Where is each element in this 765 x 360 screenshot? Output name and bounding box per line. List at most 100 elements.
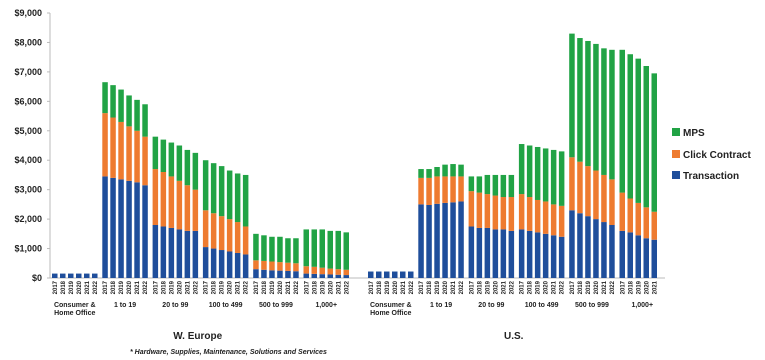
x-tick-label: 2017 xyxy=(419,280,425,294)
x-tick-label: 2022 xyxy=(560,280,566,294)
bar-segment xyxy=(142,136,148,186)
bar-segment xyxy=(134,182,140,278)
x-tick-label: 2017 xyxy=(369,280,375,294)
x-tick-label: 2017 xyxy=(570,280,576,294)
bar-segment xyxy=(635,58,641,203)
x-tick-label: 2019 xyxy=(320,280,326,294)
bar-segment xyxy=(484,194,491,228)
bar-segment xyxy=(450,202,456,278)
x-tick-label: 2022 xyxy=(509,280,515,294)
bar-segment xyxy=(619,49,625,193)
x-tick-label: 2021 xyxy=(501,280,507,294)
segment-label: 20 to 99 xyxy=(478,302,505,309)
y-tick-label: $1,000 xyxy=(14,244,42,254)
bar-segment xyxy=(651,211,657,240)
x-tick-label: 2020 xyxy=(177,280,183,294)
bar-segment xyxy=(277,270,283,278)
bar-segment xyxy=(102,113,108,177)
bar-segment xyxy=(619,230,625,278)
bar-segment xyxy=(277,236,283,263)
bar-segment xyxy=(335,274,341,278)
bar-segment xyxy=(442,202,448,278)
bar-segment xyxy=(226,170,233,220)
bar-segment xyxy=(442,176,448,203)
legend-label: Transaction xyxy=(683,171,739,182)
bar-segment xyxy=(210,213,217,249)
bar-segment xyxy=(234,173,241,223)
bar-segment xyxy=(210,163,217,214)
legend-swatch xyxy=(672,150,680,158)
bar-segment xyxy=(534,232,541,278)
bar-segment xyxy=(303,273,309,278)
bar-segment xyxy=(643,207,649,239)
bar-segment xyxy=(518,229,525,278)
bar-segment xyxy=(450,176,456,203)
bar-segment xyxy=(569,157,575,211)
bar-segment xyxy=(92,273,98,278)
bar-segment xyxy=(234,252,241,278)
bar-segment xyxy=(76,273,82,278)
x-tick-label: 2018 xyxy=(427,280,433,294)
bar-segment xyxy=(110,85,116,118)
bar-segment xyxy=(418,204,424,278)
bar-segment xyxy=(434,176,440,204)
bar-segment xyxy=(277,262,283,271)
x-tick-label: 2022 xyxy=(244,280,250,294)
bar-segment xyxy=(261,269,267,278)
bar-segment xyxy=(210,248,217,278)
bar-segment xyxy=(192,152,199,190)
bar-segment xyxy=(585,40,591,167)
bar-segment xyxy=(500,229,507,278)
y-tick-label: $4,000 xyxy=(14,155,42,165)
bar-segment xyxy=(635,202,641,236)
bar-segment xyxy=(218,250,225,278)
bar-segment xyxy=(242,226,249,255)
bar-segment xyxy=(60,273,66,278)
bar-segment xyxy=(84,273,90,278)
x-tick-label: 2020 xyxy=(127,280,133,294)
bar-segment xyxy=(184,185,191,231)
bar-segment xyxy=(426,169,432,178)
bar-segment xyxy=(458,176,464,202)
bar-segment xyxy=(176,229,183,278)
bar-segment xyxy=(426,204,432,278)
y-tick-label: $2,000 xyxy=(14,214,42,224)
bar-segment xyxy=(285,262,291,271)
segment-label: 1 to 19 xyxy=(113,302,137,309)
x-tick-label: 2021 xyxy=(85,280,91,294)
bar-segment xyxy=(327,230,333,269)
y-tick-label: $6,000 xyxy=(14,96,42,106)
bar-segment xyxy=(202,247,209,278)
y-tick-label: $7,000 xyxy=(14,67,42,77)
x-tick-label: 2019 xyxy=(586,280,592,294)
region-label: U.S. xyxy=(504,331,524,342)
bar-segment xyxy=(651,239,657,278)
x-tick-label: 2020 xyxy=(594,280,600,294)
bar-segment xyxy=(376,271,382,278)
region-label: W. Europe xyxy=(173,331,222,342)
bar-segment xyxy=(134,99,140,131)
y-tick-label: $0 xyxy=(32,273,42,283)
x-tick-label: 2017 xyxy=(254,280,260,294)
y-tick-label: $9,000 xyxy=(14,8,42,18)
x-tick-label: 2019 xyxy=(119,280,125,294)
bar-segment xyxy=(261,235,267,261)
x-tick-label: 2018 xyxy=(161,280,167,294)
bar-segment xyxy=(126,126,132,181)
bar-segment xyxy=(534,146,541,200)
bar-segment xyxy=(619,192,625,231)
bar-segment xyxy=(508,197,515,231)
bar-segment xyxy=(384,271,390,278)
bar-segment xyxy=(303,266,309,274)
x-tick-label: 2021 xyxy=(401,280,407,294)
x-tick-label: 2018 xyxy=(477,280,483,294)
bar-segment xyxy=(609,49,615,180)
bar-segment xyxy=(52,273,58,278)
bar-segment xyxy=(577,213,583,278)
bar-segment xyxy=(458,164,464,177)
bar-segment xyxy=(508,174,515,198)
bar-segment xyxy=(518,144,525,195)
segment-label: 100 to 499 xyxy=(208,302,243,309)
legend-swatch xyxy=(672,128,680,136)
